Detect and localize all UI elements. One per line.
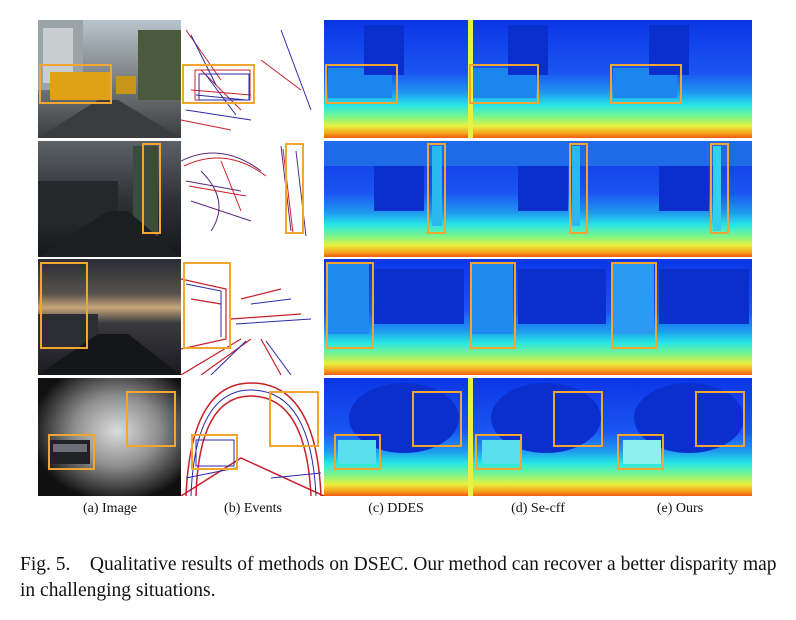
row4-ddes-panel xyxy=(324,378,468,496)
row4-secff-panel xyxy=(468,378,609,496)
highlight-box xyxy=(553,391,603,447)
column-label-events: (b) Events xyxy=(224,501,282,516)
row3-ddes-panel xyxy=(324,259,468,375)
figure-caption: Fig. 5. Qualitative results of methods o… xyxy=(20,552,780,604)
highlight-box xyxy=(183,262,231,349)
highlight-box xyxy=(569,143,588,234)
row4-image-panel xyxy=(38,378,181,496)
row2-image-panel xyxy=(38,141,181,257)
highlight-box xyxy=(142,143,161,234)
highlight-box xyxy=(40,262,88,349)
column-label-secff: (d) Se-cff xyxy=(511,501,565,516)
row1-image-panel xyxy=(38,20,181,138)
highlight-box xyxy=(695,391,745,447)
highlight-box xyxy=(326,262,374,349)
highlight-box xyxy=(325,64,398,104)
highlight-box xyxy=(427,143,446,234)
caption-prefix: Fig. 5. xyxy=(20,554,71,575)
row2-secff-panel xyxy=(468,141,609,257)
row3-secff-panel xyxy=(468,259,609,375)
row2-events-panel xyxy=(181,141,324,257)
row2-ddes-panel xyxy=(324,141,468,257)
highlight-box xyxy=(610,64,682,104)
highlight-box xyxy=(334,434,381,470)
row2-ours-panel xyxy=(609,141,752,257)
row1-events-panel xyxy=(181,20,324,138)
highlight-box xyxy=(412,391,462,447)
caption-text: Qualitative results of methods on DSEC. … xyxy=(20,554,777,601)
highlight-box xyxy=(191,434,238,470)
highlight-box xyxy=(617,434,664,470)
row3-image-panel xyxy=(38,259,181,375)
highlight-box xyxy=(269,391,319,447)
row3-ours-panel xyxy=(609,259,752,375)
highlight-box xyxy=(469,64,539,104)
highlight-box xyxy=(475,434,522,470)
column-label-ddes: (c) DDES xyxy=(368,501,424,516)
column-label-image: (a) Image xyxy=(82,501,138,516)
column-label-ours: (e) Ours xyxy=(656,501,704,516)
highlight-box xyxy=(48,434,95,470)
row4-events-panel xyxy=(181,378,324,496)
highlight-box xyxy=(611,262,657,349)
highlight-box xyxy=(126,391,176,447)
highlight-box xyxy=(470,262,516,349)
highlight-box xyxy=(182,64,255,104)
highlight-box xyxy=(285,143,304,234)
highlight-box xyxy=(710,143,729,234)
row3-events-panel xyxy=(181,259,324,375)
highlight-box xyxy=(39,64,112,104)
